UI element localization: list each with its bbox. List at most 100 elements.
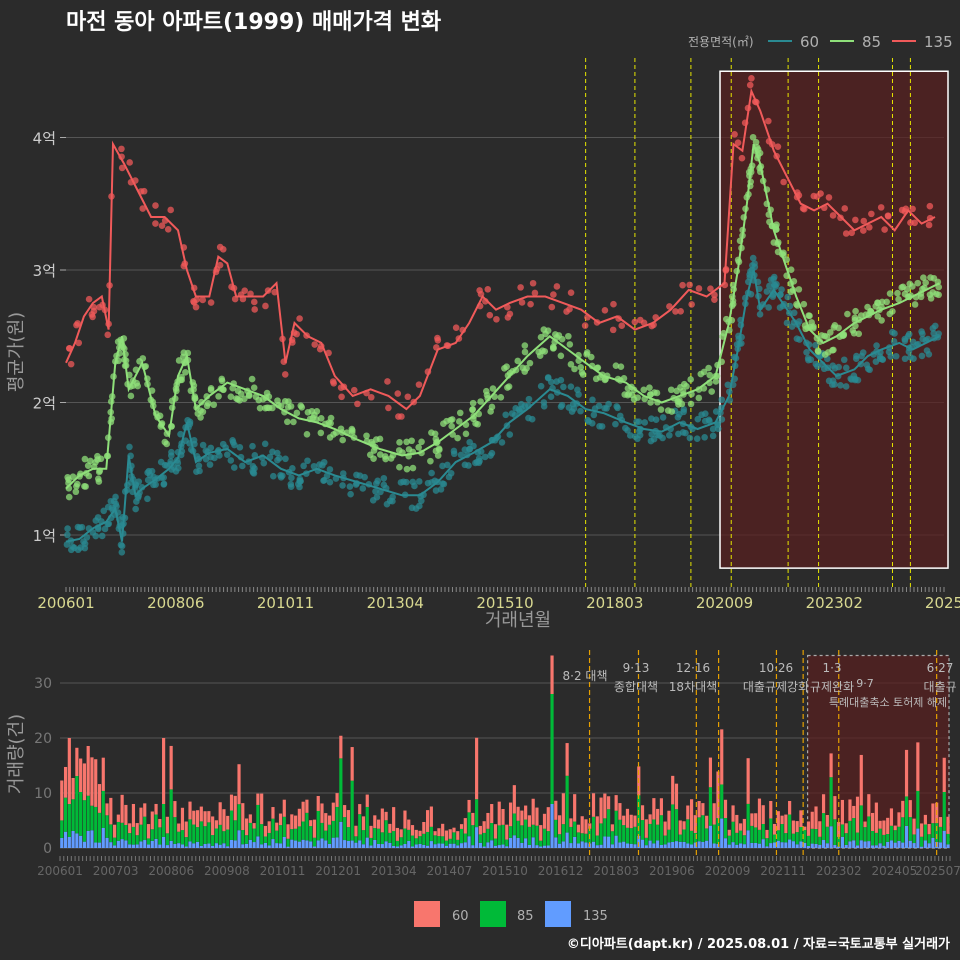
volume-bar-segment	[399, 837, 403, 846]
volume-bar-segment	[878, 828, 882, 844]
volume-bar-segment	[761, 823, 765, 840]
scatter-point-85	[382, 455, 389, 463]
volume-bar-segment	[629, 828, 633, 844]
volume-bar-segment	[720, 729, 724, 785]
scatter-point-135	[618, 322, 626, 329]
volume-bar-segment	[426, 831, 430, 846]
volume-bar-segment	[418, 836, 422, 844]
scatter-point-85	[284, 418, 291, 426]
volume-bar-segment	[742, 835, 746, 845]
scatter-point-60	[118, 542, 126, 550]
volume-bar-segment	[731, 805, 735, 822]
volume-bar-segment	[376, 819, 381, 829]
scatter-point-85	[821, 351, 829, 358]
volume-bar-segment	[71, 830, 75, 848]
scatter-point-85	[415, 443, 422, 451]
volume-bar-segment	[814, 806, 818, 829]
volume-bar-segment	[882, 820, 886, 835]
scatter-point-85	[256, 404, 264, 412]
volume-bar-segment	[867, 841, 871, 848]
volume-bar-segment	[286, 838, 290, 847]
scatter-point-60	[415, 478, 423, 485]
volume-bar-segment	[803, 830, 807, 843]
scatter-point-85	[628, 391, 636, 399]
scatter-point-60	[81, 544, 89, 552]
scatter-point-60	[236, 443, 244, 451]
volume-bar-segment	[814, 843, 818, 848]
volume-bar-segment	[648, 823, 652, 841]
x-tick-label: 201803	[586, 594, 643, 612]
volume-bar-segment	[625, 827, 630, 844]
volume-bar-segment	[369, 825, 373, 838]
scatter-point-135	[852, 216, 859, 224]
volume-bar-segment	[765, 838, 769, 847]
volume-bar-segment	[327, 824, 332, 844]
scatter-point-85	[668, 408, 676, 415]
scatter-point-135	[241, 287, 249, 295]
volume-bar-segment	[663, 835, 667, 845]
volume-bar-segment	[535, 807, 539, 826]
volume-bar-segment	[859, 805, 863, 841]
scatter-point-135	[281, 371, 289, 378]
volume-bar-segment	[384, 841, 388, 848]
scatter-point-85	[878, 317, 885, 324]
volume-bar-segment	[478, 825, 482, 835]
scatter-point-85	[917, 293, 925, 301]
scatter-point-135	[118, 145, 125, 153]
volume-bar-segment	[629, 814, 633, 829]
volume-bar-segment	[806, 845, 811, 848]
volume-bar-segment	[297, 841, 301, 848]
scatter-point-85	[284, 403, 292, 411]
volume-bar-segment	[739, 843, 743, 848]
scatter-point-135	[75, 339, 83, 347]
volume-bar-segment	[195, 810, 200, 828]
volume-bar-segment	[716, 818, 720, 845]
credit-text: ©디아파트(dapt.kr) / 2025.08.01 / 자료=국토교통부 실…	[567, 936, 950, 952]
volume-bar-segment	[278, 843, 283, 848]
volume-bar-segment	[614, 835, 618, 848]
volume-bar-segment	[859, 840, 863, 848]
volume-bar-segment	[79, 791, 83, 836]
scatter-point-60	[152, 481, 159, 488]
volume-bar-segment	[135, 844, 139, 848]
volume-bar-segment	[327, 815, 332, 825]
volume-bar-segment	[192, 810, 196, 825]
scatter-point-60	[372, 488, 379, 495]
volume-bar-segment	[109, 842, 113, 848]
scatter-point-60	[146, 471, 154, 479]
volume-bar-segment	[199, 845, 203, 848]
policy-annotation-text: 8·2 대책	[563, 668, 608, 683]
scatter-point-85	[678, 400, 686, 408]
legend-label-135: 135	[924, 33, 953, 51]
volume-bar-segment	[139, 807, 143, 825]
volume-bar-segment	[844, 823, 848, 834]
scatter-point-60	[686, 434, 694, 442]
volume-bar-segment	[689, 799, 694, 831]
volume-bar-segment	[354, 836, 358, 843]
volume-bar-segment	[294, 815, 298, 829]
volume-bar-segment	[354, 842, 358, 848]
volume-bar-segment	[516, 820, 520, 838]
volume-bar-segment	[637, 795, 641, 836]
volume-y-tick-label: 20	[34, 731, 52, 747]
volume-bar-segment	[335, 793, 339, 807]
scatter-point-135	[193, 296, 200, 303]
scatter-point-135	[354, 400, 361, 408]
scatter-point-135	[881, 226, 888, 233]
x-tick-label: 201011	[257, 594, 314, 612]
volume-bar-segment	[282, 836, 286, 848]
volume-bar-segment	[403, 844, 407, 848]
scatter-point-60	[842, 364, 850, 372]
volume-bar-segment	[105, 837, 109, 848]
scatter-point-135	[394, 390, 402, 397]
volume-bar-segment	[343, 840, 347, 848]
scatter-point-60	[481, 453, 489, 461]
series-line-85	[65, 143, 940, 490]
scatter-point-60	[575, 391, 582, 398]
scatter-point-60	[380, 481, 388, 489]
volume-bar-segment	[482, 821, 486, 833]
scatter-point-85	[74, 480, 81, 488]
scatter-point-60	[359, 485, 367, 492]
volume-bar-segment	[63, 797, 68, 832]
volume-bar-segment	[437, 843, 441, 848]
